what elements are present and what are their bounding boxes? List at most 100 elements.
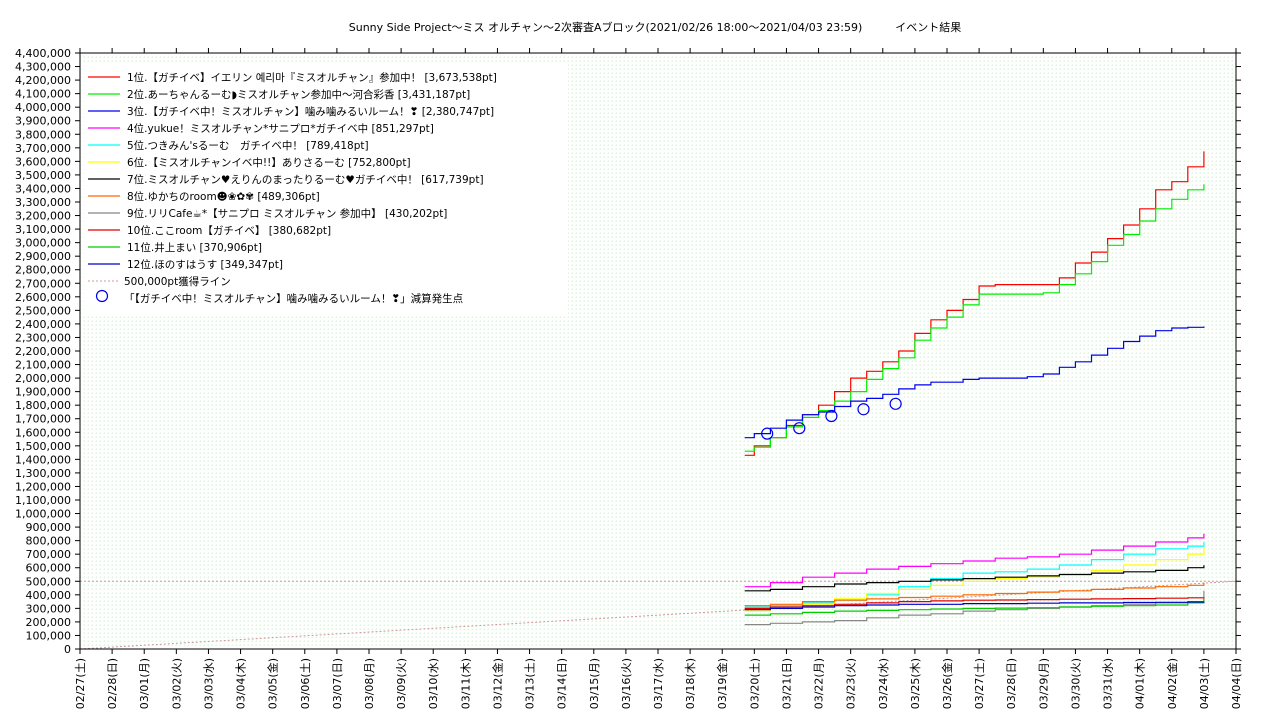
series-line (744, 326, 1205, 439)
legend-label: 7位.ミスオルチャン♥えりんのまったりるーむ♥ガチイベ中！ [617,739pt… (127, 173, 484, 186)
y-tick-label: 2,200,000 (15, 345, 71, 358)
x-tick-label: 03/05(金) (266, 658, 280, 709)
x-tick-label: 03/12(金) (490, 658, 504, 709)
legend-label: 5位.つきみん'sるーむ ガチイベ中！ [789,418pt] (127, 139, 369, 152)
marker-point (761, 427, 774, 440)
reference-lines (79, 580, 1237, 650)
x-tick-label: 03/29(月) (1037, 658, 1050, 709)
reference-pace-line (79, 580, 1237, 650)
axes: 0100,000200,000300,000400,000500,000600,… (15, 47, 1243, 709)
y-tick-label: 1,900,000 (15, 386, 71, 399)
x-tick-label: 03/18(木) (684, 658, 697, 709)
x-tick-label: 03/16(火) (620, 658, 633, 709)
x-tick-label: 03/07(日) (331, 658, 344, 709)
y-tick-label: 3,700,000 (15, 142, 71, 155)
y-tick-label: 700,000 (26, 548, 72, 561)
x-tick-label: 03/04(木) (235, 658, 248, 709)
legend-label: 500,000pt獲得ライン (124, 275, 231, 288)
y-tick-label: 2,700,000 (15, 277, 71, 290)
x-tick-label: 03/28(日) (1005, 658, 1018, 709)
y-tick-label: 4,200,000 (15, 74, 71, 87)
legend-marker (95, 289, 109, 303)
y-tick-label: 1,700,000 (15, 413, 71, 426)
x-tick-label: 03/27(土) (973, 658, 986, 709)
y-tick-label: 4,100,000 (15, 88, 71, 101)
y-tick-label: 4,400,000 (15, 47, 71, 60)
y-tick-label: 1,300,000 (15, 467, 71, 480)
x-tick-label: 03/22(月) (813, 658, 826, 709)
y-tick-label: 2,500,000 (15, 304, 71, 317)
x-tick-label: 03/17(水) (652, 658, 665, 709)
y-tick-label: 2,000,000 (15, 372, 71, 385)
y-tick-label: 3,300,000 (15, 196, 71, 209)
y-tick-label: 3,900,000 (15, 115, 71, 128)
legend-label: 6位.【ミスオルチャンイベ中!!】ありさるーむ [752,800pt] (127, 156, 411, 169)
marker-point (793, 422, 806, 435)
x-tick-label: 04/03(土) (1198, 658, 1211, 709)
series-line (744, 151, 1205, 456)
x-tick-label: 03/11(木) (459, 658, 472, 709)
y-tick-label: 3,600,000 (15, 155, 71, 168)
y-tick-label: 1,400,000 (15, 453, 71, 466)
x-tick-label: 03/01(月) (138, 658, 151, 709)
y-tick-label: 1,100,000 (15, 494, 71, 507)
x-tick-label: 03/10(水) (427, 658, 440, 709)
legend-label: 2位.あーちゃんるーむ◗ミスオルチャン参加中〜河合彩香 [3,431,187pt… (127, 88, 470, 101)
series-line (744, 184, 1205, 452)
y-tick-label: 0 (64, 643, 71, 656)
series-line (744, 542, 1205, 608)
y-tick-label: 3,200,000 (15, 210, 71, 223)
y-tick-label: 300,000 (26, 602, 72, 615)
y-tick-label: 2,400,000 (15, 318, 71, 331)
series-line (744, 598, 1205, 616)
y-tick-label: 2,800,000 (15, 264, 71, 277)
marker-points (761, 397, 902, 440)
x-tick-label: 03/30(火) (1069, 658, 1082, 709)
marker-point (889, 397, 902, 410)
y-tick-label: 3,000,000 (15, 237, 71, 250)
legend-label: 11位.井上まい [370,906pt] (127, 241, 262, 254)
y-tick-label: 2,300,000 (15, 331, 71, 344)
x-tick-label: 03/23(火) (845, 658, 858, 709)
x-tick-label: 03/25(木) (909, 658, 922, 709)
x-tick-label: 02/27(土) (74, 658, 87, 709)
x-tick-label: 02/28(日) (106, 658, 119, 709)
legend: 1位.【ガチイベ】イエリン 예리마『ミスオルチャン』参加中！ [3,673,53… (84, 64, 568, 314)
y-tick-label: 1,800,000 (15, 399, 71, 412)
legend-label: 1位.【ガチイベ】イエリン 예리마『ミスオルチャン』参加中！ [3,673,53… (127, 71, 497, 84)
x-tick-label: 03/21(日) (780, 658, 793, 709)
x-tick-label: 03/02(火) (170, 658, 183, 709)
y-tick-label: 2,100,000 (15, 359, 71, 372)
x-tick-label: 03/13(土) (524, 658, 537, 709)
y-tick-label: 1,200,000 (15, 480, 71, 493)
legend-label: 「【ガチイベ中！ミスオルチャン】噛み噛みるいルーム！❣」減算発生点 (124, 292, 463, 305)
y-tick-label: 3,400,000 (15, 182, 71, 195)
y-tick-label: 800,000 (26, 535, 72, 548)
x-tick-label: 03/03(水) (202, 658, 215, 709)
legend-label: 8位.ゆかちのroom☻❀✿✾ [489,306pt] (127, 190, 320, 203)
y-tick-label: 100,000 (26, 629, 72, 642)
series-line (744, 533, 1205, 588)
marker-point (857, 403, 870, 416)
x-tick-label: 03/09(火) (395, 658, 408, 709)
legend-label: 12位.ほのすはうす [349,347pt] (127, 258, 283, 271)
x-tick-label: 03/19(金) (715, 658, 729, 709)
y-tick-label: 1,000,000 (15, 508, 71, 521)
y-tick-label: 3,800,000 (15, 128, 71, 141)
x-tick-label: 03/20(土) (748, 658, 761, 709)
series-line (744, 601, 1205, 611)
y-tick-label: 1,500,000 (15, 440, 71, 453)
y-tick-label: 4,000,000 (15, 101, 71, 114)
y-tick-label: 400,000 (26, 589, 72, 602)
series-line (744, 590, 1205, 626)
chart-title: Sunny Side Project～ミス オルチャン～2次審査Aブロック(20… (348, 21, 962, 34)
legend-label: 10位.ここroom【ガチイベ】 [380,682pt] (127, 224, 331, 237)
x-tick-label: 03/08(月) (363, 658, 376, 709)
legend-label: 3位.【ガチイベ中！ミスオルチャン】噛み噛みるいルーム！❣ [2,380,747… (127, 105, 494, 118)
x-tick-label: 03/31(水) (1102, 658, 1115, 709)
series-line (744, 565, 1205, 592)
y-tick-label: 900,000 (26, 521, 72, 534)
y-tick-label: 3,500,000 (15, 169, 71, 182)
legend-label: 4位.yukue！ミスオルチャン*サニプロ*ガチイベ中 [851,297pt] (127, 122, 434, 135)
series-line (744, 582, 1205, 607)
